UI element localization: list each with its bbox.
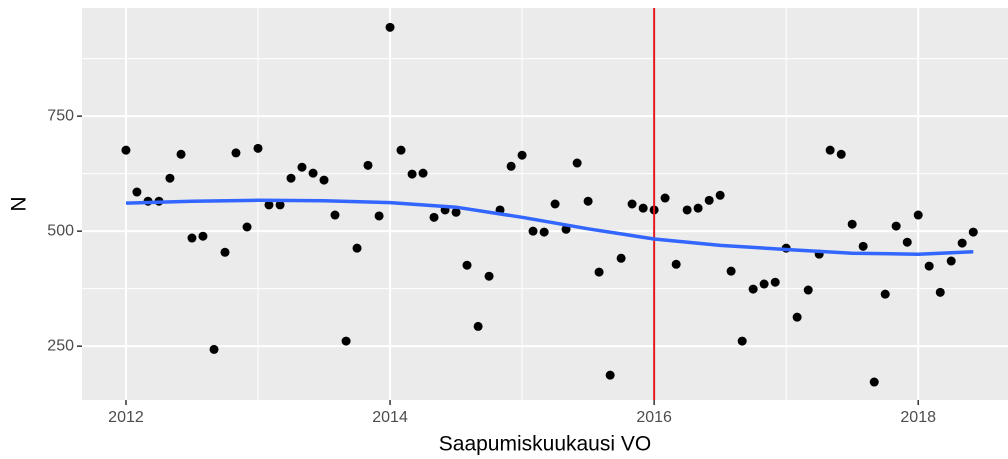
point — [528, 226, 538, 236]
point — [484, 271, 494, 281]
point — [572, 158, 582, 168]
point — [935, 287, 945, 297]
point — [242, 222, 252, 232]
point — [550, 199, 560, 209]
x-tick-label: 2012 — [108, 409, 144, 426]
point — [220, 247, 230, 257]
grid — [82, 8, 1008, 400]
point — [374, 211, 384, 221]
point — [869, 377, 879, 387]
point — [880, 289, 890, 299]
x-axis-title: Saapumiskuukausi VO — [439, 433, 651, 456]
point — [363, 160, 373, 170]
point — [627, 199, 637, 209]
point — [968, 227, 978, 237]
point — [418, 168, 428, 178]
point — [352, 243, 362, 253]
point — [759, 279, 769, 289]
point — [396, 145, 406, 155]
point — [957, 238, 967, 248]
point — [198, 231, 208, 241]
x-tick-label: 2016 — [636, 409, 672, 426]
point — [803, 285, 813, 295]
point — [539, 227, 549, 237]
point — [737, 336, 747, 346]
point — [836, 149, 846, 159]
point — [616, 253, 626, 263]
point — [121, 145, 131, 155]
panel — [82, 8, 1008, 400]
marks — [121, 8, 978, 400]
point — [902, 237, 912, 247]
point — [748, 284, 758, 294]
y-tick-label: 750 — [47, 107, 74, 124]
point — [506, 161, 516, 171]
point — [770, 277, 780, 287]
point — [594, 267, 604, 277]
point — [275, 200, 285, 210]
point — [693, 203, 703, 213]
y-axis-title: N — [8, 196, 31, 211]
point — [473, 321, 483, 331]
point — [682, 205, 692, 215]
point — [638, 203, 648, 213]
point — [462, 260, 472, 270]
point — [891, 221, 901, 231]
point — [187, 233, 197, 243]
point — [429, 212, 439, 222]
point — [341, 336, 351, 346]
point — [847, 219, 857, 229]
point — [704, 195, 714, 205]
point — [946, 256, 956, 266]
point — [517, 150, 527, 160]
point — [231, 148, 241, 158]
point — [407, 169, 417, 179]
x-tick-label: 2018 — [900, 409, 936, 426]
point — [319, 175, 329, 185]
point — [605, 370, 615, 380]
point — [308, 168, 318, 178]
point — [330, 210, 340, 220]
point — [660, 193, 670, 203]
point — [792, 312, 802, 322]
point — [671, 259, 681, 269]
point — [385, 22, 395, 32]
point — [924, 261, 934, 271]
point — [286, 173, 296, 183]
smooth-line — [125, 198, 974, 256]
point — [913, 210, 923, 220]
y-tick-label: 500 — [47, 222, 74, 239]
point — [825, 145, 835, 155]
point — [132, 187, 142, 197]
point — [583, 196, 593, 206]
point — [715, 190, 725, 200]
point — [176, 149, 186, 159]
point — [297, 162, 307, 172]
point — [165, 173, 175, 183]
point — [858, 241, 868, 251]
y-tick-label: 250 — [47, 337, 74, 354]
point — [253, 143, 263, 153]
point — [264, 200, 274, 210]
point — [726, 266, 736, 276]
point — [451, 207, 461, 217]
point — [209, 344, 219, 354]
x-tick-label: 2014 — [372, 409, 408, 426]
